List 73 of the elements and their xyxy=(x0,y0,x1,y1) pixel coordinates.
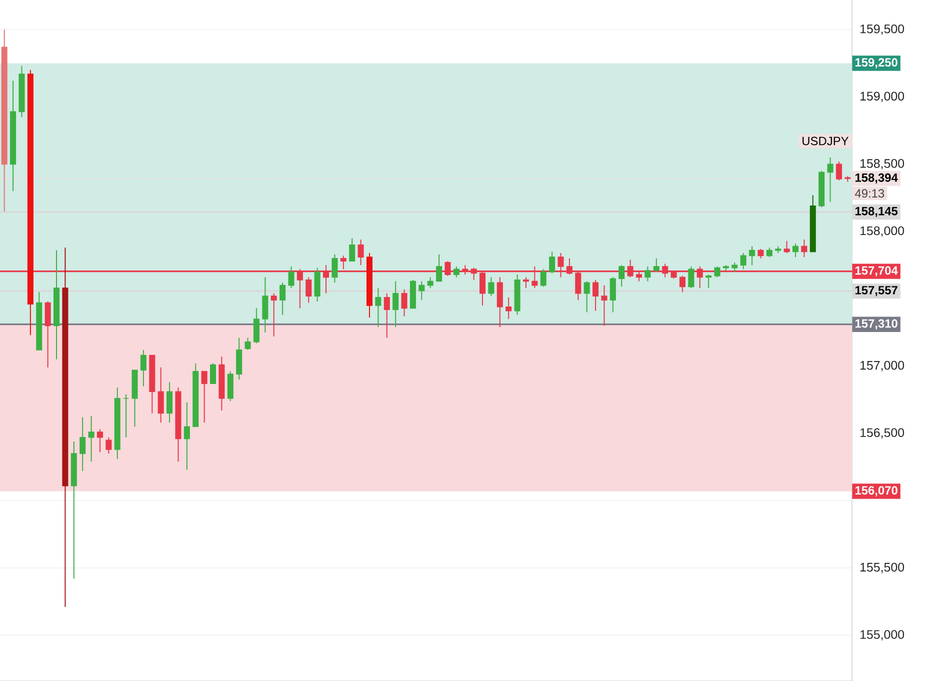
candlestick xyxy=(610,276,616,313)
candlestick xyxy=(766,247,772,258)
candlestick xyxy=(714,266,720,278)
y-tick-label: 157,000 xyxy=(860,360,904,372)
candlestick xyxy=(280,282,286,316)
candlestick xyxy=(140,349,146,387)
y-tick-label: 159,000 xyxy=(860,92,904,102)
candlestick xyxy=(44,300,51,368)
candlestick xyxy=(540,268,546,288)
candlestick xyxy=(758,248,764,259)
candlestick xyxy=(836,161,842,181)
candlestick xyxy=(262,276,268,333)
candlestick xyxy=(384,292,390,338)
candlestick xyxy=(288,266,294,289)
band-label: 159,250 xyxy=(855,58,898,68)
candlestick xyxy=(601,284,608,326)
candlestick xyxy=(688,266,694,289)
annotation: USDJPY xyxy=(802,136,849,146)
candlestick xyxy=(158,366,164,424)
candlestick xyxy=(592,279,599,312)
candlestick xyxy=(106,436,112,454)
candlestick xyxy=(644,266,651,282)
candlestick xyxy=(549,251,556,274)
y-tick-label: 158,500 xyxy=(860,159,904,170)
candlestick xyxy=(679,275,686,293)
candlestick xyxy=(358,239,364,266)
candlestick xyxy=(453,266,460,278)
candlestick xyxy=(96,428,103,453)
candlestick xyxy=(270,292,277,337)
y-tick-label: 158,000 xyxy=(860,226,904,237)
ref-line-label: 158,394 xyxy=(855,173,898,184)
candlestick xyxy=(306,276,312,304)
candlestick xyxy=(506,296,512,320)
candlestick xyxy=(392,280,399,328)
candlestick xyxy=(244,337,251,350)
band-label: 156,070 xyxy=(855,486,898,496)
ref-line-label: 157,557 xyxy=(855,286,898,296)
candlestick xyxy=(706,274,712,289)
candlestick xyxy=(792,243,798,258)
candlestick xyxy=(584,280,590,313)
candlestick xyxy=(653,258,660,272)
candlestick xyxy=(253,308,260,344)
candlestick xyxy=(88,415,94,462)
candlestick xyxy=(349,238,356,262)
candlestick xyxy=(522,276,529,289)
candlestick xyxy=(332,254,338,284)
candlestick xyxy=(80,416,86,472)
candlestick xyxy=(418,280,425,301)
candlestick xyxy=(166,382,173,424)
candlestick xyxy=(427,276,434,289)
candlestick xyxy=(732,262,738,272)
candlestick xyxy=(801,239,808,258)
candlestick xyxy=(740,252,746,270)
candlestick xyxy=(375,288,382,328)
candlestick xyxy=(784,240,790,254)
y-tick-label: 155,000 xyxy=(860,630,904,640)
candlestick xyxy=(618,264,625,288)
text: 49:13 xyxy=(854,189,884,198)
candlestick xyxy=(123,394,130,438)
candlestick xyxy=(827,156,834,202)
candlestick xyxy=(401,288,408,317)
candlestick xyxy=(436,254,442,282)
ref-line-label: 157,704 xyxy=(855,266,898,276)
candlestick xyxy=(210,362,216,384)
candlestick xyxy=(201,370,208,424)
candlestick xyxy=(749,246,756,266)
ref-line-label: 157,310 xyxy=(855,319,898,330)
candlestick xyxy=(488,276,494,297)
y-tick-label: 159,500 xyxy=(860,24,904,35)
ref-line-label: 158,145 xyxy=(855,206,898,218)
y-tick-label: 156,500 xyxy=(860,428,904,439)
y-tick-label: 155,500 xyxy=(860,562,904,574)
candlestick xyxy=(184,402,190,470)
